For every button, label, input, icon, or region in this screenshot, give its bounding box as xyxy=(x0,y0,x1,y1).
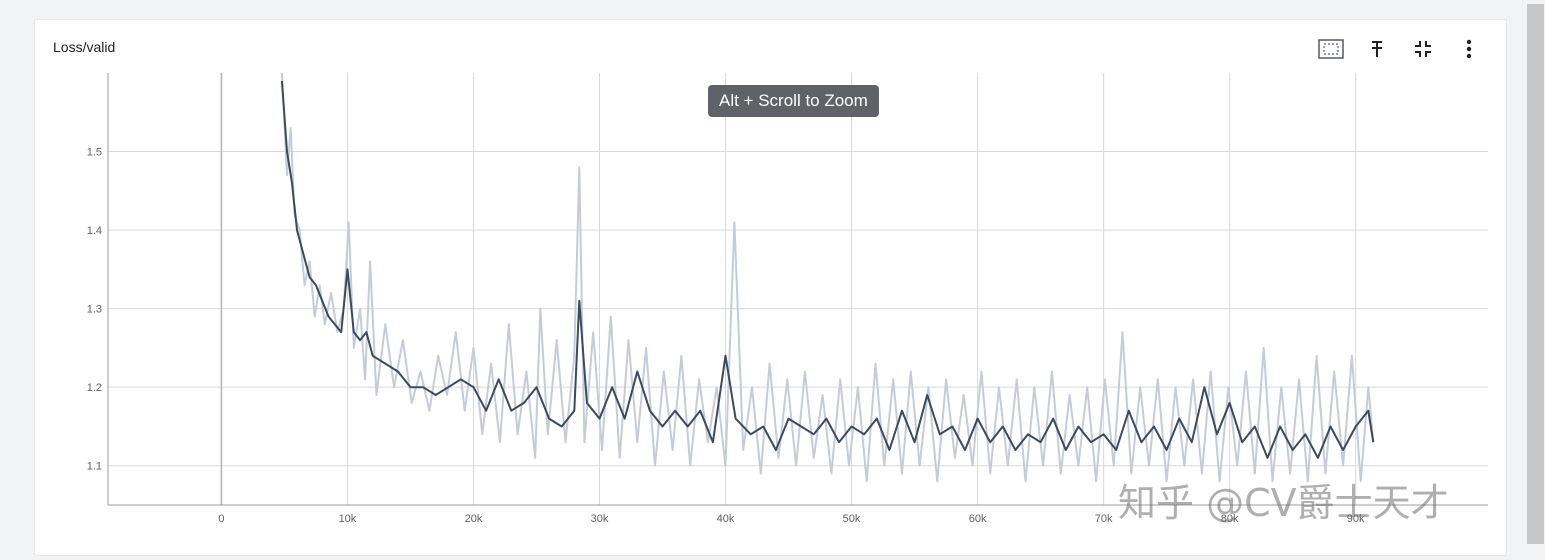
collapse-button[interactable] xyxy=(1404,36,1442,62)
pin-icon xyxy=(1369,40,1385,58)
y-tick-label: 1.1 xyxy=(87,461,102,473)
x-tick-label: 70k xyxy=(1095,513,1113,525)
x-tick-label: 80k xyxy=(1221,513,1239,525)
x-tick-label: 50k xyxy=(843,513,861,525)
series-layer xyxy=(280,73,1375,483)
y-tick-label: 1.4 xyxy=(87,225,102,237)
fit-domain-icon xyxy=(1318,39,1344,59)
axis-layer xyxy=(107,73,1488,506)
y-tick-label: 1.5 xyxy=(87,147,102,159)
x-tick-label: 20k xyxy=(465,513,483,525)
card-title: Loss/valid xyxy=(53,39,116,55)
x-tick-label: 30k xyxy=(591,513,609,525)
x-tick-label: 0 xyxy=(218,513,224,525)
collapse-icon xyxy=(1414,40,1432,58)
pin-button[interactable] xyxy=(1358,36,1396,62)
more-options-button[interactable] xyxy=(1450,36,1488,62)
y-tick-label: 1.3 xyxy=(87,304,102,316)
x-tick-label: 10k xyxy=(339,513,357,525)
vertical-scrollbar[interactable] xyxy=(1527,4,1544,544)
tick-layer: 1.1 1.2 1.3 1.4 1.5 0 10k 20k 30k 40k 50k 60k 70k 80k… xyxy=(87,147,1365,525)
y-tick-label: 1.2 xyxy=(87,382,102,394)
more-vert-icon xyxy=(1466,39,1472,59)
x-tick-label: 90k xyxy=(1347,513,1365,525)
fit-domain-button[interactable] xyxy=(1312,36,1350,62)
watermark-text: 知乎 @CV爵士天才 xyxy=(1118,481,1449,525)
grid-layer xyxy=(108,73,1488,505)
card-toolbar xyxy=(1312,36,1488,62)
raw-series-line xyxy=(280,73,1375,483)
zoom-hint-tooltip: Alt + Scroll to Zoom xyxy=(708,85,879,117)
x-tick-label: 40k xyxy=(717,513,735,525)
smoothed-series-line xyxy=(280,80,1375,459)
x-tick-label: 60k xyxy=(969,513,987,525)
